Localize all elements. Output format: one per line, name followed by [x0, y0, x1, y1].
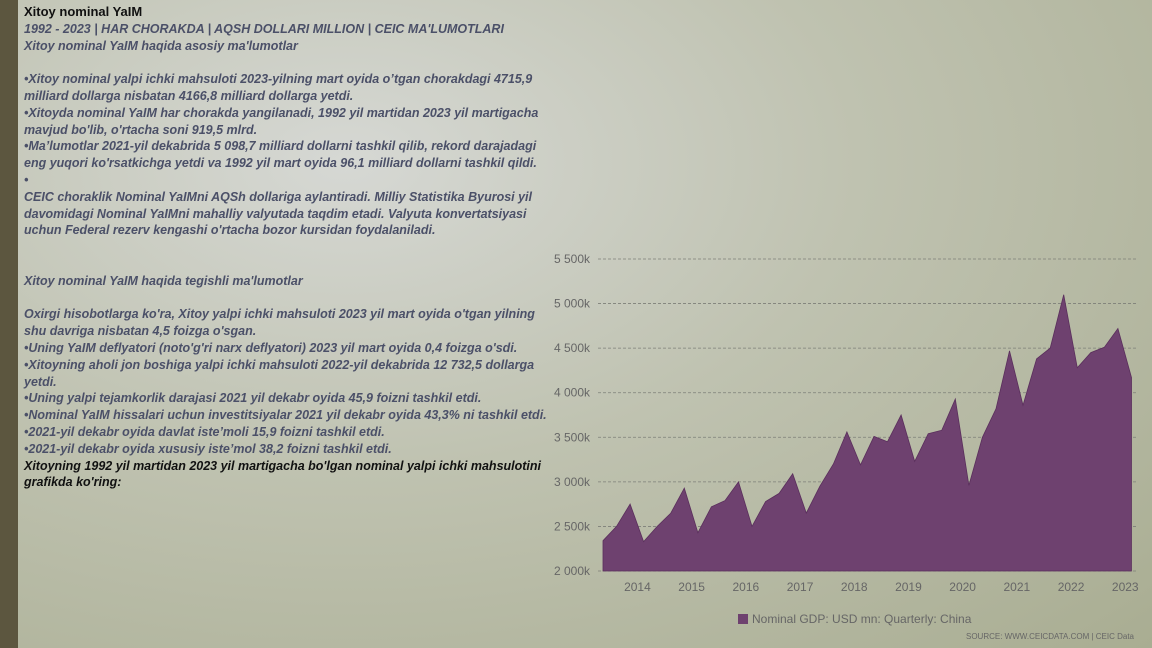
text-line: •2021-yil dekabr oyida davlat iste’moli … [24, 424, 385, 439]
text-line: Xitoy nominal YaIM haqida asosiy ma'lumo… [24, 38, 298, 53]
area [602, 294, 1132, 572]
text-line: CEIC choraklik Nominal YaIMni AQSh dolla… [24, 189, 533, 238]
text-line: •Ma’lumotlar 2021-yil dekabrida 5 098,7 … [24, 139, 537, 171]
legend-label: Nominal GDP: USD mn: Quarterly: China [752, 612, 972, 626]
text-line: Xitoyning 1992 yil martidan 2023 yil mar… [24, 458, 542, 490]
y-tick-label: 5 000k [554, 297, 591, 311]
text-line: •Xitoy nominal yalpi ichki mahsuloti 202… [24, 72, 533, 103]
y-tick-label: 3 500k [554, 430, 591, 444]
text-line: Xitoy nominal YaIM haqida tegishli ma'lu… [24, 273, 303, 288]
text-line: Oxirgi hisobotlarga ko'ra, Xitoy yalpi i… [24, 307, 535, 339]
x-tick-label: 2022 [1058, 580, 1085, 594]
x-tick-label: 2016 [732, 580, 759, 594]
spacer [24, 256, 554, 273]
text-block: Xitoy nominal YaIM 1992 - 2023 | HAR CHOR… [24, 4, 554, 491]
x-tick-label: 2018 [841, 580, 868, 594]
x-tick-label: 2014 [624, 580, 651, 594]
text-line: •Uning yalpi tejamkorlik darajasi 2021 y… [24, 391, 482, 406]
text-line: •Nominal YaIM hissalari uchun investitsi… [24, 408, 547, 423]
y-tick-label: 2 000k [554, 564, 591, 578]
text-line: •2021-yil dekabr oyida xususiy iste’mol … [24, 441, 392, 456]
side-strip [0, 0, 18, 648]
x-tick-label: 2015 [678, 580, 705, 594]
spacer [24, 290, 554, 307]
y-tick-label: 4 000k [554, 386, 591, 400]
text-line: •Xitoyning aholi jon boshiga yalpi ichki… [24, 357, 535, 389]
y-tick-label: 5 500k [554, 252, 591, 266]
x-tick-label: 2023 [1112, 580, 1139, 594]
y-tick-label: 2 500k [554, 519, 591, 533]
text-line: Xitoy nominal YaIM [24, 4, 143, 19]
x-tick-label: 2017 [787, 580, 814, 594]
text-line: •Xitoyda nominal YaIM har chorakda yangi… [24, 105, 539, 137]
spacer [24, 54, 554, 71]
text-line: • [24, 172, 29, 187]
spacer [24, 239, 554, 256]
x-tick-label: 2019 [895, 580, 922, 594]
text-line: 1992 - 2023 | HAR CHORAKDA | AQSH DOLLAR… [24, 21, 504, 36]
source: SOURCE: WWW.CEICDATA.COM | CEIC Data [966, 632, 1135, 641]
text-line: •Uning YaIM deflyatori (noto'g'ri narx d… [24, 340, 518, 355]
y-tick-label: 4 500k [554, 341, 591, 355]
x-tick-label: 2020 [949, 580, 976, 594]
legend-swatch [738, 614, 748, 624]
x-tick-label: 2021 [1003, 580, 1030, 594]
y-tick-label: 3 000k [554, 475, 591, 489]
